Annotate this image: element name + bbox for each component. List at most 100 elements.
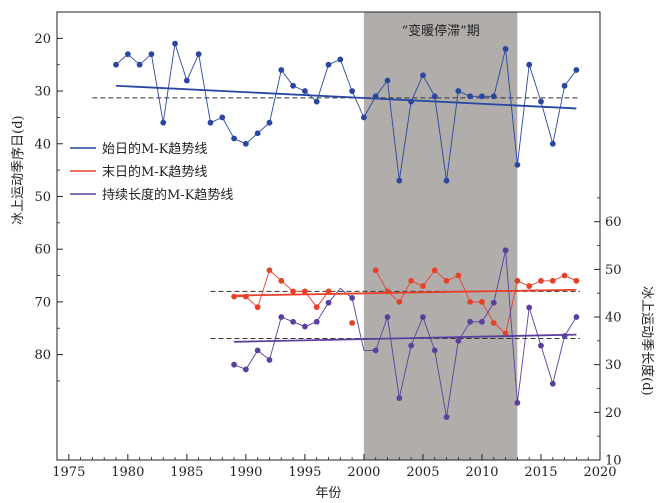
data-point-series-2 [231,361,237,368]
x-tick-label: 1985 [170,465,203,480]
x-tick-label: 1990 [229,465,262,480]
data-point-series-1 [278,277,285,284]
x-tick-label: 2005 [406,465,439,480]
data-point-series-0 [290,82,296,89]
data-point-series-2 [290,318,296,325]
data-point-series-0 [573,67,580,73]
data-point-series-2 [573,314,580,320]
data-point-series-0 [207,119,214,126]
series-line-0 [115,43,577,181]
data-point-series-1 [526,283,533,289]
data-point-series-2 [514,399,521,406]
data-point-series-0 [313,98,320,105]
data-point-series-0 [361,114,367,121]
data-point-series-2 [526,304,533,311]
data-point-series-2 [242,366,249,373]
data-point-series-0 [136,61,143,68]
data-point-series-1 [231,293,237,300]
data-point-series-2 [467,318,474,325]
trend-layer [115,84,577,343]
data-point-series-2 [266,357,273,363]
data-point-series-1 [313,304,320,311]
data-point-series-1 [301,288,308,295]
data-point-series-2 [490,299,497,306]
data-point-series-1 [490,320,497,326]
legend: 始日的M-K趋势线 末日的M-K趋势线 持续长度的M-K趋势线 [70,141,233,203]
y-left-tick-label: 30 [34,85,51,100]
data-point-series-2 [538,342,544,349]
y-left-tick-label: 40 [34,137,51,152]
data-point-series-0 [254,130,261,137]
data-point-series-1 [266,267,273,274]
data-point-series-0 [538,98,544,105]
legend-label-start-day: 始日的M-K趋势线 [102,141,207,157]
data-point-series-1 [573,277,580,284]
data-point-series-0 [337,56,344,63]
data-point-series-0 [124,51,131,58]
data-point-series-1 [396,298,403,305]
data-point-series-1 [431,267,438,274]
data-point-series-1 [514,277,521,284]
y-right-tick-label: 10 [605,454,622,469]
y-right-tick-label: 50 [605,263,622,278]
trend-line-series-1 [234,288,577,297]
y-left-tick-label: 70 [34,295,51,310]
x-tick-label: 2015 [524,465,557,480]
data-point-series-1 [479,298,485,305]
y-left-tick-label: 20 [34,32,51,47]
y-right-tick-label: 40 [605,311,622,326]
data-point-series-0 [420,72,426,79]
y-right-tick-label: 60 [605,215,622,230]
y-left-axis-title: 冰上运动季序日(d) [11,115,26,224]
data-point-series-0 [183,77,190,84]
legend-label-end-day: 末日的M-K趋势线 [102,164,207,180]
data-point-series-0 [526,61,533,68]
data-point-series-1 [290,288,296,295]
data-point-series-1 [254,304,261,311]
data-point-series-0 [349,88,356,94]
y-left-tick-label: 80 [34,348,51,363]
data-point-series-0 [219,114,226,121]
data-point-series-2 [384,314,391,320]
data-point-series-1 [455,272,462,279]
data-point-series-2 [443,414,450,421]
data-point-series-2 [431,347,438,354]
legend-label-duration: 持续长度的M-K趋势线 [102,187,233,203]
data-point-series-2 [502,247,509,254]
data-point-series-0 [160,119,167,126]
y-right-tick-label: 20 [605,406,622,421]
data-point-series-2 [455,337,462,344]
data-point-series-0 [301,88,308,94]
data-point-series-0 [479,93,485,100]
data-point-series-1 [325,288,332,295]
data-point-series-1 [408,277,415,284]
data-point-series-1 [372,267,379,274]
data-point-series-1 [538,277,544,284]
data-point-series-0 [113,61,119,68]
trend-line-series-0 [115,84,577,110]
data-point-series-0 [514,161,521,168]
data-point-series-0 [467,93,474,100]
y-left-tick-label: 60 [34,243,51,258]
data-point-series-2 [408,342,415,349]
data-point-series-1 [443,277,450,284]
data-point-series-2 [254,347,261,354]
data-point-series-0 [384,77,391,84]
series-layer [113,40,580,421]
x-tick-label: 1975 [52,465,85,480]
data-point-series-1 [349,320,356,326]
data-point-series-0 [455,88,462,94]
data-point-series-2 [349,295,356,301]
data-point-series-0 [325,61,332,68]
data-point-series-0 [431,93,438,100]
data-point-series-0 [242,140,249,147]
data-point-series-2 [396,395,403,401]
x-tick-label: 2020 [583,465,616,480]
data-point-series-1 [561,272,568,279]
data-point-series-0 [266,119,273,126]
x-tick-label: 1995 [288,465,321,480]
data-point-series-1 [420,283,426,289]
data-point-series-1 [549,277,556,284]
